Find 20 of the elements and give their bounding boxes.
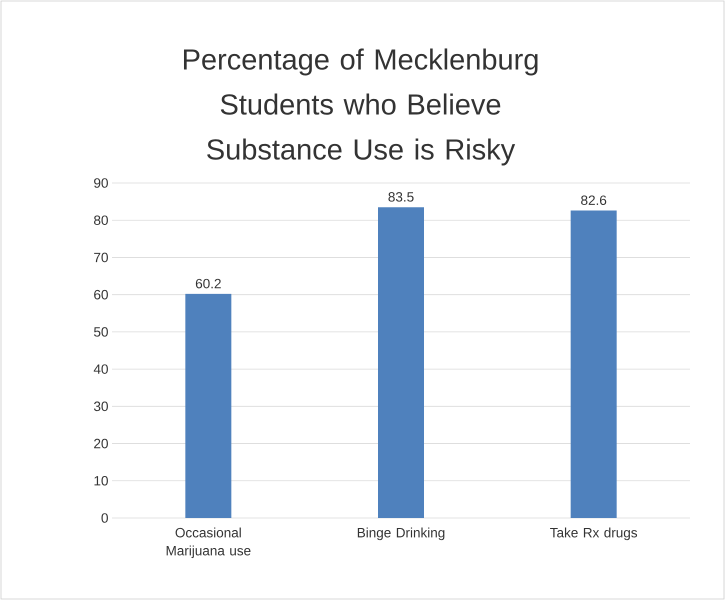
bar	[185, 294, 232, 518]
y-tick-label: 50	[94, 327, 108, 337]
data-label: 82.6	[581, 195, 606, 206]
y-tick-label: 40	[94, 364, 108, 374]
y-tick-label: 30	[94, 402, 108, 412]
y-tick-label: 60	[94, 290, 108, 300]
y-tick-label: 10	[94, 476, 108, 486]
x-tick-label: Take Rx drugs	[550, 528, 638, 540]
bar	[570, 210, 617, 518]
chart-title: Percentage of Mecklenburg Students who Believe Substance Use is Risky	[184, 48, 538, 166]
bar	[378, 207, 424, 518]
y-tick-label: 0	[101, 513, 108, 523]
data-label: 83.5	[388, 192, 414, 202]
x-tick-label: Occasional Marijuana use	[166, 528, 250, 558]
x-tick-label: Binge Drinking	[358, 528, 444, 540]
y-tick-label: 20	[94, 438, 108, 448]
y-tick-label: 90	[94, 178, 108, 188]
y-tick-label: 80	[94, 215, 108, 226]
y-tick-label: 70	[94, 252, 108, 262]
data-label: 60.2	[196, 278, 221, 288]
